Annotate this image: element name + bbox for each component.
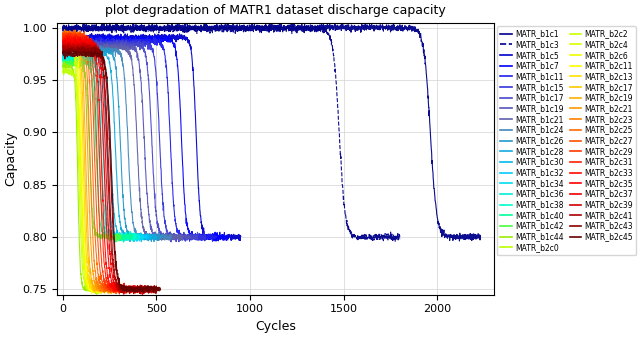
Legend: MATR_b1c1, MATR_b1c3, MATR_b1c5, MATR_b1c7, MATR_b1c11, MATR_b1c15, MATR_b1c17, : MATR_b1c1, MATR_b1c3, MATR_b1c5, MATR_b1…: [497, 26, 636, 255]
Y-axis label: Capacity: Capacity: [4, 131, 17, 186]
Title: plot degradation of MATR1 dataset discharge capacity: plot degradation of MATR1 dataset discha…: [105, 4, 445, 17]
X-axis label: Cycles: Cycles: [255, 320, 296, 333]
